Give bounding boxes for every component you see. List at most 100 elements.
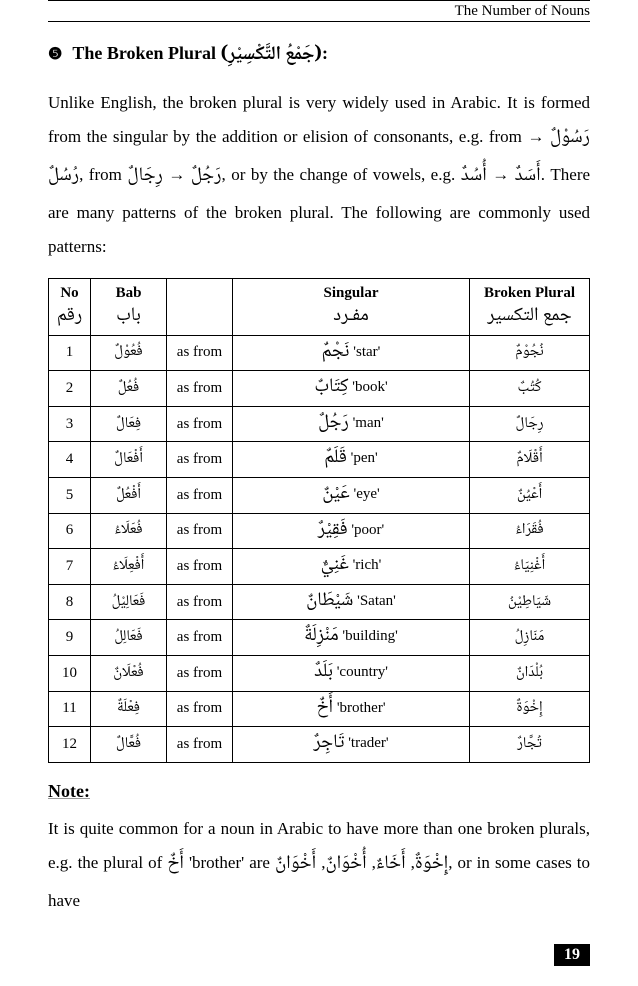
table-row: 4أَفْعَالٌas fromقَلَمٌ 'pen'أَقْلَامٌ (49, 442, 590, 478)
cell-singular: رَجُلٌ 'man' (233, 406, 470, 442)
header-ar: مفـرد (239, 304, 463, 331)
arrow-icon: → (487, 165, 515, 184)
note-text: 'brother' are (184, 853, 275, 872)
cell-plural: فُقَرَاءُ (470, 513, 590, 549)
cell-asfrom: as from (167, 513, 233, 549)
heading-ar: (جَمْعُ التَّكْسِيْرِ) (221, 40, 323, 72)
cell-no: 3 (49, 406, 91, 442)
bullet-icon: ❺ (48, 44, 62, 64)
header-en: Broken Plural (484, 285, 575, 301)
example-word: إِخْوَةٌ (415, 849, 448, 881)
table-row: 7أَفْعِلَاءُas fromغَنِيٌّ 'rich'أَغْنِي… (49, 549, 590, 585)
example-word: أَخٌ (167, 849, 184, 881)
header-ar: رقم (55, 304, 84, 331)
cell-asfrom: as from (167, 549, 233, 585)
table-row: 6فُعَلَاءُas fromفَقِيْرٌ 'poor'فُقَرَاء… (49, 513, 590, 549)
intro-text: , or by the change of vowels, e.g. (221, 165, 460, 184)
header-title: The Number of Nouns (455, 3, 590, 20)
cell-asfrom: as from (167, 477, 233, 513)
cell-asfrom: as from (167, 620, 233, 656)
cell-bab: فَعَالِلُ (91, 620, 167, 656)
cell-singular: غَنِيٌّ 'rich' (233, 549, 470, 585)
cell-bab: فَعَالِيْلُ (91, 584, 167, 620)
cell-bab: أَفْعَالٌ (91, 442, 167, 478)
cell-no: 11 (49, 691, 91, 727)
table-header-row: No رقم Bab باب Singular مفـرد Broken Plu… (49, 279, 590, 336)
cell-bab: فُعَّالٌ (91, 727, 167, 763)
table-row: 1فُعُوْلٌas fromنَجْمٌ 'star'نُجُوْمٌ (49, 335, 590, 371)
example-word: أَخْوَانٌ (275, 849, 316, 881)
cell-plural: أَقْلَامٌ (470, 442, 590, 478)
cell-bab: فُعُلٌ (91, 371, 167, 407)
cell-no: 12 (49, 727, 91, 763)
cell-singular: عَيْنٌ 'eye' (233, 477, 470, 513)
header-en: Bab (116, 285, 142, 301)
table-row: 5أَفْعُلٌas fromعَيْنٌ 'eye'أَعْيُنٌ (49, 477, 590, 513)
cell-plural: أَعْيُنٌ (470, 477, 590, 513)
heading-colon: : (322, 43, 328, 63)
page-number: 19 (554, 944, 590, 966)
cell-bab: أَفْعُلٌ (91, 477, 167, 513)
cell-asfrom: as from (167, 655, 233, 691)
cell-no: 9 (49, 620, 91, 656)
cell-singular: فَقِيْرٌ 'poor' (233, 513, 470, 549)
cell-bab: أَفْعِلَاءُ (91, 549, 167, 585)
table-row: 12فُعَّالٌas fromتَاجِرٌ 'trader'تُجَّار… (49, 727, 590, 763)
col-header-empty (167, 279, 233, 336)
cell-plural: رِجَالٌ (470, 406, 590, 442)
example-word: رُسُلٌ (48, 161, 79, 193)
patterns-table: No رقم Bab باب Singular مفـرد Broken Plu… (48, 278, 590, 763)
cell-bab: فُعُوْلٌ (91, 335, 167, 371)
col-header-singular: Singular مفـرد (233, 279, 470, 336)
note-text: , (367, 853, 376, 872)
col-header-bab: Bab باب (91, 279, 167, 336)
cell-plural: كُتُبٌ (470, 371, 590, 407)
cell-no: 6 (49, 513, 91, 549)
example-word: أَخَاءٌ (376, 849, 406, 881)
cell-singular: بَلَدٌ 'country' (233, 655, 470, 691)
cell-singular: مَنْزِلَةٌ 'building' (233, 620, 470, 656)
cell-bab: فُعَلَاءُ (91, 513, 167, 549)
example-word: رَجُلٌ (191, 161, 222, 193)
cell-asfrom: as from (167, 727, 233, 763)
example-word: أَسَدٌ (515, 161, 541, 193)
header-ar: جمع التكسير (476, 304, 583, 331)
table-row: 9فَعَالِلُas fromمَنْزِلَةٌ 'building'مَ… (49, 620, 590, 656)
cell-plural: أَغْنِيَاءُ (470, 549, 590, 585)
note-heading: Note: (48, 781, 590, 802)
section-heading: ❺ The Broken Plural (جَمْعُ التَّكْسِيْر… (48, 40, 590, 72)
header-en: Singular (323, 285, 378, 301)
cell-bab: فِعَالٌ (91, 406, 167, 442)
cell-no: 5 (49, 477, 91, 513)
cell-singular: نَجْمٌ 'star' (233, 335, 470, 371)
cell-no: 2 (49, 371, 91, 407)
cell-no: 7 (49, 549, 91, 585)
cell-singular: شَيْطَانٌ 'Satan' (233, 584, 470, 620)
cell-no: 10 (49, 655, 91, 691)
example-word: أُسُدٌ (461, 161, 487, 193)
cell-plural: شَيَاطِيْنُ (470, 584, 590, 620)
table-row: 2فُعُلٌas fromكِتَابٌ 'book'كُتُبٌ (49, 371, 590, 407)
cell-plural: مَنَازِلُ (470, 620, 590, 656)
col-header-plural: Broken Plural جمع التكسير (470, 279, 590, 336)
cell-asfrom: as from (167, 406, 233, 442)
arrow-icon: → (527, 127, 550, 146)
cell-no: 8 (49, 584, 91, 620)
cell-asfrom: as from (167, 371, 233, 407)
cell-bab: فُعْلَانٌ (91, 655, 167, 691)
arrow-icon: → (163, 165, 185, 184)
heading-en: The Broken Plural (72, 43, 216, 63)
table-row: 10فُعْلَانٌas fromبَلَدٌ 'country'بُلْدَ… (49, 655, 590, 691)
header-ar: باب (97, 304, 160, 331)
example-word: رِجَالٌ (127, 161, 163, 193)
table-row: 11فِعْلَةٌas fromأَخٌ 'brother'إِخْوَةٌ (49, 691, 590, 727)
cell-plural: بُلْدَانٌ (470, 655, 590, 691)
example-word: أُخْوَانٌ (325, 849, 366, 881)
cell-singular: تَاجِرٌ 'trader' (233, 727, 470, 763)
col-header-no: No رقم (49, 279, 91, 336)
cell-asfrom: as from (167, 584, 233, 620)
cell-plural: تُجَّارٌ (470, 727, 590, 763)
table-row: 3فِعَالٌas fromرَجُلٌ 'man'رِجَالٌ (49, 406, 590, 442)
note-paragraph: It is quite common for a noun in Arabic … (48, 812, 590, 918)
cell-plural: إِخْوَةٌ (470, 691, 590, 727)
